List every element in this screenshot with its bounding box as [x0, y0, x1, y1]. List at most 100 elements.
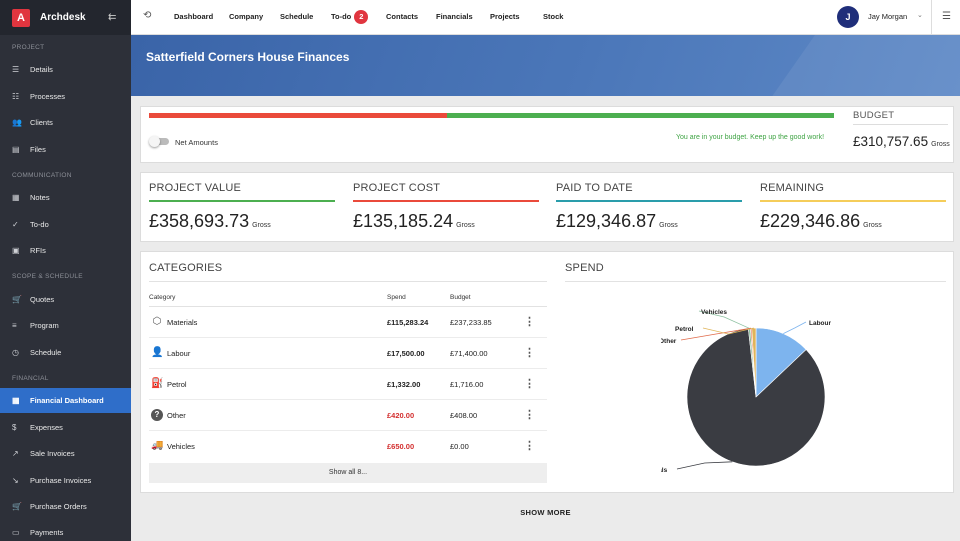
stat-label: REMAINING [760, 182, 825, 194]
sidebar-item-label: To-do [30, 220, 49, 229]
stat-underline [556, 200, 742, 202]
hierarchy-icon: ☷ [12, 92, 20, 101]
sidebar-item-processes[interactable]: ☷ Processes [0, 84, 131, 109]
tasks-icon: ≡ [12, 321, 17, 330]
sidebar-item-purchase-invoices[interactable]: ↘ Purchase Invoices [0, 468, 131, 493]
sidebar-item-files[interactable]: ▤ Files [0, 137, 131, 162]
stat-value: £358,693.73 Gross [149, 211, 335, 232]
sidebar-item-payments[interactable]: ▭ Payments [0, 520, 131, 541]
column-header-spend: Spend [387, 294, 406, 301]
category-name: Materials [167, 318, 198, 327]
top-navbar: ⟲ Dashboard Company Schedule To-do 2 Cont… [131, 0, 960, 35]
gross-label: Gross [456, 222, 475, 229]
nav-schedule[interactable]: Schedule [280, 12, 314, 21]
divider [931, 0, 932, 35]
spend-pie-chart: Labour Materials Vehicles Other Petrol [661, 309, 831, 474]
table-row[interactable]: 🚚 Vehicles £650.00 £0.00 ⋮ [149, 431, 547, 462]
sidebar-item-label: RFIs [30, 246, 46, 255]
list-icon: ☰ [12, 65, 20, 74]
more-options-icon[interactable]: ⋮ [524, 409, 535, 421]
page-banner: Satterfield Corners House Finances [131, 35, 960, 96]
more-options-icon[interactable]: ⋮ [524, 378, 535, 390]
spend-title: SPEND [565, 262, 604, 274]
sidebar-item-details[interactable]: ☰ Details [0, 57, 131, 82]
nav-projects[interactable]: Projects [490, 12, 520, 21]
nav-company[interactable]: Company [229, 12, 264, 21]
category-spend: £115,283.24 [387, 318, 429, 327]
category-spend: £17,500.00 [387, 349, 425, 358]
category-budget: £1,716.00 [450, 380, 484, 389]
more-options-icon[interactable]: ⋮ [524, 316, 535, 328]
user-name[interactable]: Jay Morgan [868, 12, 908, 21]
sidebar-item-purchase-orders[interactable]: 🛒 Purchase Orders [0, 494, 131, 519]
net-amounts-toggle[interactable] [149, 136, 169, 147]
pie-slice-materials[interactable] [686, 328, 826, 467]
stats-card: PROJECT VALUE £358,693.73 Gross PROJECT C… [140, 172, 954, 242]
question-icon: ? [151, 409, 163, 421]
stat-project-cost: PROJECT COST £135,185.24 Gross [353, 182, 539, 232]
pie-leader-line [680, 327, 752, 341]
menu-list-icon[interactable]: ☰ [942, 11, 951, 22]
history-icon[interactable]: ⟲ [143, 10, 152, 21]
budget-label: BUDGET [853, 110, 895, 121]
show-more-button[interactable]: SHOW MORE [520, 508, 571, 517]
sidebar-item-sale-invoices[interactable]: ↗ Sale Invoices [0, 441, 131, 466]
more-options-icon[interactable]: ⋮ [524, 347, 535, 359]
stat-project-value: PROJECT VALUE £358,693.73 Gross [149, 182, 335, 232]
pie-label-labour: Labour [809, 320, 831, 327]
category-spend: £1,332.00 [387, 380, 421, 389]
table-row[interactable]: 👤 Labour £17,500.00 £71,400.00 ⋮ [149, 338, 547, 369]
sidebar-item-label: Processes [30, 92, 66, 101]
nav-financials[interactable]: Financials [436, 12, 473, 21]
nav-todo-label: To-do [331, 11, 352, 21]
sidebar: A Archdesk ⇇ PROJECT ☰ Details ☷ Processes… [0, 0, 131, 541]
category-budget: £0.00 [450, 442, 469, 451]
divider [853, 124, 948, 125]
sidebar-item-schedule[interactable]: ◷ Schedule [0, 340, 131, 365]
pie-label-materials: Materials [661, 467, 668, 474]
sidebar-item-todo[interactable]: ✓ To-do [0, 212, 131, 237]
stat-paid-to-date: PAID TO DATE £129,346.87 Gross [556, 182, 742, 232]
sidebar-item-program[interactable]: ≡ Program [0, 313, 131, 338]
table-row[interactable]: ⬡ Materials £115,283.24 £237,233.85 ⋮ [149, 307, 547, 338]
table-row[interactable]: ? Other £420.00 £408.00 ⋮ [149, 400, 547, 431]
categories-spend-card: CATEGORIES Category Spend Budget ⬡ Mater… [140, 251, 954, 493]
sidebar-item-quotes[interactable]: 🛒 Quotes [0, 287, 131, 312]
net-amounts-label: Net Amounts [175, 138, 218, 147]
stat-amount: £229,346.86 [760, 211, 861, 231]
nav-contacts[interactable]: Contacts [386, 12, 419, 21]
chevron-down-icon[interactable]: ⌄ [917, 12, 923, 19]
more-options-icon[interactable]: ⋮ [524, 440, 535, 452]
nav-stock[interactable]: Stock [543, 12, 564, 21]
stat-value: £229,346.86 Gross [760, 211, 946, 232]
show-all-categories-button[interactable]: Show all 8... [149, 463, 547, 483]
category-budget: £237,233.85 [450, 318, 492, 327]
sidebar-item-rfis[interactable]: ▣ RFIs [0, 238, 131, 263]
stat-amount: £129,346.87 [556, 211, 657, 231]
user-avatar[interactable]: J [837, 6, 859, 28]
sidebar-item-clients[interactable]: 👥 Clients [0, 110, 131, 135]
money-icon: ▭ [12, 528, 20, 537]
budget-value: £310,757.65 Gross [853, 134, 950, 149]
section-project: PROJECT [12, 44, 45, 51]
nav-todo[interactable]: To-do 2 [331, 10, 369, 24]
nav-dashboard[interactable]: Dashboard [174, 12, 214, 21]
gross-label: Gross [659, 222, 678, 229]
collapse-sidebar-icon[interactable]: ⇇ [108, 12, 117, 23]
sidebar-item-label: Schedule [30, 348, 62, 357]
sidebar-item-label: Program [30, 321, 59, 330]
pie-slice-labour[interactable] [755, 327, 807, 398]
budget-amount: £310,757.65 [853, 134, 929, 149]
sidebar-item-financial-dashboard[interactable]: ▦ Financial Dashboard [0, 388, 131, 413]
table-row[interactable]: ⛽ Petrol £1,332.00 £1,716.00 ⋮ [149, 369, 547, 400]
sidebar-item-notes[interactable]: ▦ Notes [0, 185, 131, 210]
stat-underline [353, 200, 539, 202]
budget-remaining-bar [447, 113, 834, 118]
sidebar-item-label: Quotes [30, 295, 55, 304]
sidebar-item-label: Purchase Invoices [30, 476, 92, 485]
pie-leader-line [698, 310, 750, 329]
app-logo[interactable]: A [12, 8, 30, 27]
sidebar-item-label: Purchase Orders [30, 502, 87, 511]
sidebar-item-expenses[interactable]: $ Expenses [0, 415, 131, 440]
category-spend: £650.00 [387, 442, 415, 451]
